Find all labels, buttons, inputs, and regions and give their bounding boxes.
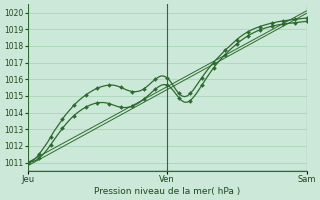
X-axis label: Pression niveau de la mer( hPa ): Pression niveau de la mer( hPa )	[94, 187, 240, 196]
